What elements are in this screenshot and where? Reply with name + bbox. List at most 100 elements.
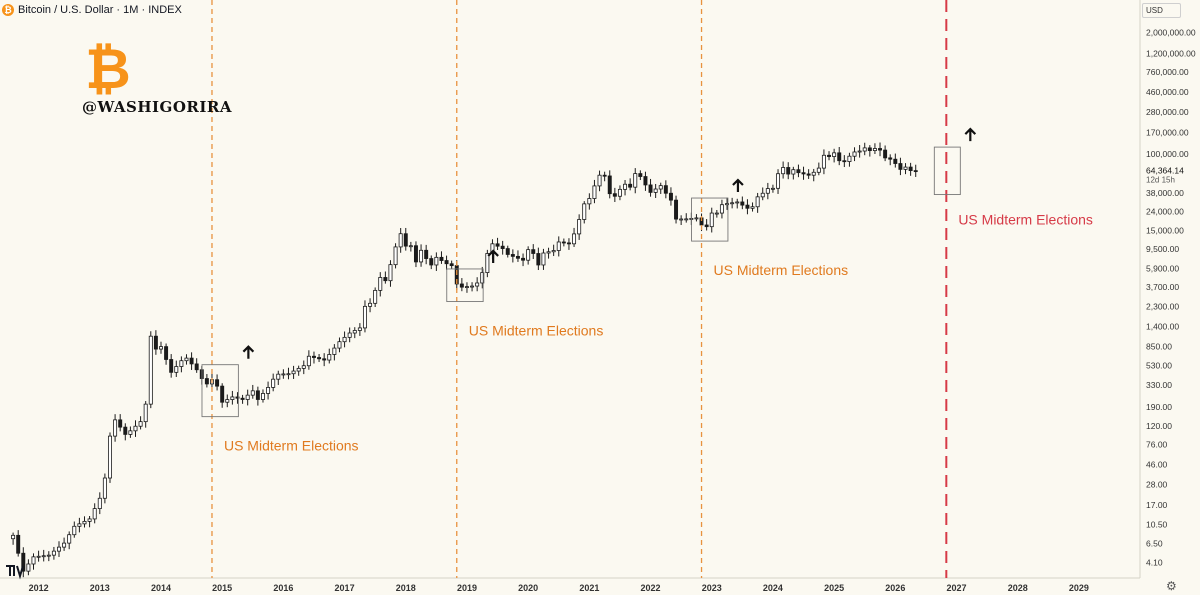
candle: [582, 203, 587, 220]
x-tick-label: 2026: [885, 583, 905, 593]
candle: [57, 546, 61, 552]
candle: [811, 171, 816, 176]
candle: [11, 534, 16, 540]
election-label: US Midterm Elections: [469, 323, 604, 339]
price-tag-bg: [1141, 163, 1198, 186]
chart-header: ₿ Bitcoin / U.S. Dollar · 1M · INDEX: [2, 2, 182, 18]
candle: [128, 430, 133, 435]
candle: [306, 355, 311, 367]
candle: [475, 282, 480, 287]
candle: [102, 477, 107, 499]
candle: [704, 224, 709, 228]
x-tick-label: 2023: [702, 583, 722, 593]
candle: [250, 390, 255, 396]
y-tick-label: 1,200,000.00: [1146, 48, 1196, 58]
x-tick-label: 2019: [457, 583, 477, 593]
candles: [11, 142, 918, 578]
up-arrow-icon: [487, 249, 499, 263]
candle: [908, 166, 913, 172]
candle: [362, 305, 367, 329]
candle: [31, 556, 36, 565]
candle: [87, 518, 92, 522]
candle: [352, 330, 357, 334]
candle: [679, 218, 684, 221]
y-tick-label: 38,000.00: [1146, 188, 1184, 198]
candle: [184, 357, 189, 362]
candle: [194, 363, 199, 371]
candle: [286, 373, 291, 376]
candle: [597, 174, 602, 187]
candle: [429, 258, 434, 266]
candle: [485, 253, 490, 274]
candle: [796, 169, 801, 174]
candle: [781, 167, 786, 175]
candle: [832, 152, 837, 157]
y-tick-label: 330.00: [1146, 380, 1172, 390]
candle: [434, 256, 439, 266]
candle: [612, 193, 617, 197]
y-tick-label: 460,000.00: [1146, 87, 1189, 97]
candle: [674, 199, 679, 220]
candle: [505, 248, 510, 255]
candle: [97, 497, 102, 510]
candle: [92, 508, 97, 520]
currency-selector[interactable]: USD: [1142, 3, 1181, 18]
candle: [857, 150, 862, 153]
y-tick-label: 170,000.00: [1146, 127, 1189, 137]
candle: [332, 347, 337, 355]
symbol-title[interactable]: Bitcoin / U.S. Dollar · 1M · INDEX: [18, 4, 182, 16]
bitcoin-icon: ₿: [2, 4, 14, 16]
election-box: [691, 197, 729, 242]
countdown-label: 12d 15h: [1146, 176, 1175, 185]
candle: [760, 192, 765, 198]
candle: [179, 360, 184, 367]
candle: [46, 554, 51, 557]
candle: [388, 264, 393, 282]
candle: [776, 173, 781, 189]
candle: [628, 183, 633, 188]
candle: [153, 335, 158, 350]
candle: [189, 357, 194, 365]
candle: [526, 249, 531, 261]
candle: [806, 173, 811, 176]
candle: [464, 286, 469, 288]
x-tick-label: 2012: [29, 583, 49, 593]
candle: [903, 166, 908, 170]
candle: [123, 426, 128, 435]
y-tick-label: 280,000.00: [1146, 107, 1189, 117]
current-price-label: 64,364.14: [1146, 166, 1184, 176]
candle: [668, 192, 673, 201]
candle: [164, 346, 169, 360]
candle: [572, 233, 577, 245]
x-tick-label: 2015: [212, 583, 232, 593]
candle: [322, 358, 327, 361]
x-tick-label: 2021: [579, 583, 599, 593]
author-handle: @WASHIGORIRA: [82, 98, 233, 116]
candle: [459, 283, 464, 288]
x-tick-label: 2016: [273, 583, 293, 593]
y-tick-label: 190.00: [1146, 402, 1172, 412]
candle: [786, 167, 791, 175]
y-tick-label: 100,000.00: [1146, 149, 1189, 159]
candle: [378, 277, 383, 291]
candle: [113, 419, 118, 437]
candle: [867, 147, 872, 152]
candle: [495, 243, 500, 247]
candle: [531, 249, 536, 254]
candle: [515, 255, 520, 259]
candle: [408, 245, 413, 248]
candle: [357, 327, 362, 331]
candle: [607, 175, 612, 195]
candle: [424, 249, 429, 259]
election-box: [201, 364, 239, 418]
candle: [67, 534, 72, 544]
candle: [108, 435, 112, 479]
candle: [245, 394, 250, 400]
y-tick-label: 46.00: [1146, 460, 1168, 470]
candle: [801, 172, 806, 175]
settings-icon[interactable]: ⚙: [1166, 579, 1177, 593]
candle: [449, 263, 454, 267]
y-tick-label: 9,500.00: [1146, 244, 1179, 254]
x-tick-label: 2017: [335, 583, 355, 593]
